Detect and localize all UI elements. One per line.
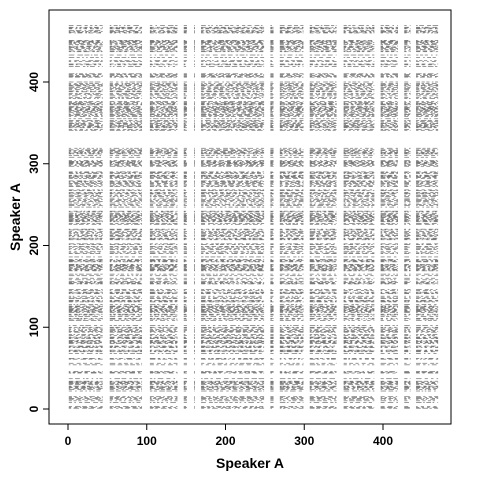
recurrence-marks (68, 25, 439, 409)
